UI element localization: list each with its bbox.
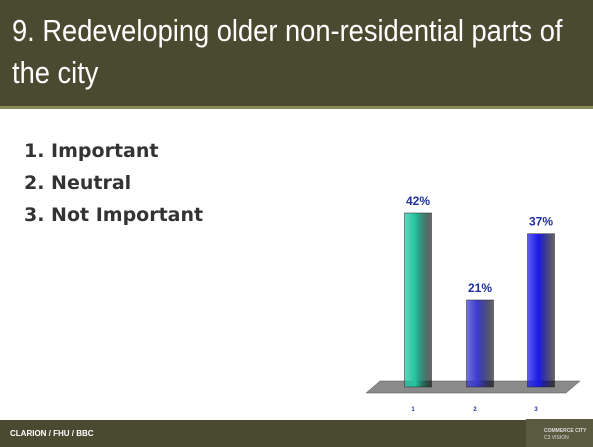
footer: CLARION / FHU / BBC	[0, 420, 593, 447]
x-tick-label: 2	[473, 407, 477, 413]
logo-text: COMMERCE CITY	[544, 428, 587, 434]
title: 9. Redeveloping older non-residential pa…	[12, 13, 563, 90]
x-tick-label: 3	[534, 407, 538, 413]
x-tick-label: 1	[411, 407, 415, 413]
option: 3. Not Important	[24, 204, 204, 226]
bar	[527, 233, 555, 388]
bar	[404, 212, 432, 388]
value-label: 21%	[468, 281, 492, 295]
option: 2. Neutral	[24, 172, 132, 194]
value-label: 37%	[529, 215, 553, 229]
value-label: 42%	[406, 194, 430, 208]
bar	[466, 299, 494, 388]
option: 1. Important	[24, 140, 159, 162]
option-list: 1. Important 2. Neutral 3. Not Important	[24, 140, 203, 236]
logo-subtext: C3 VISION	[544, 435, 569, 441]
logo: COMMERCE CITY C3 VISION	[526, 419, 593, 447]
credit: CLARION / FHU / BBC	[10, 429, 94, 438]
header: 9. Redeveloping older non-residential pa…	[0, 0, 593, 109]
